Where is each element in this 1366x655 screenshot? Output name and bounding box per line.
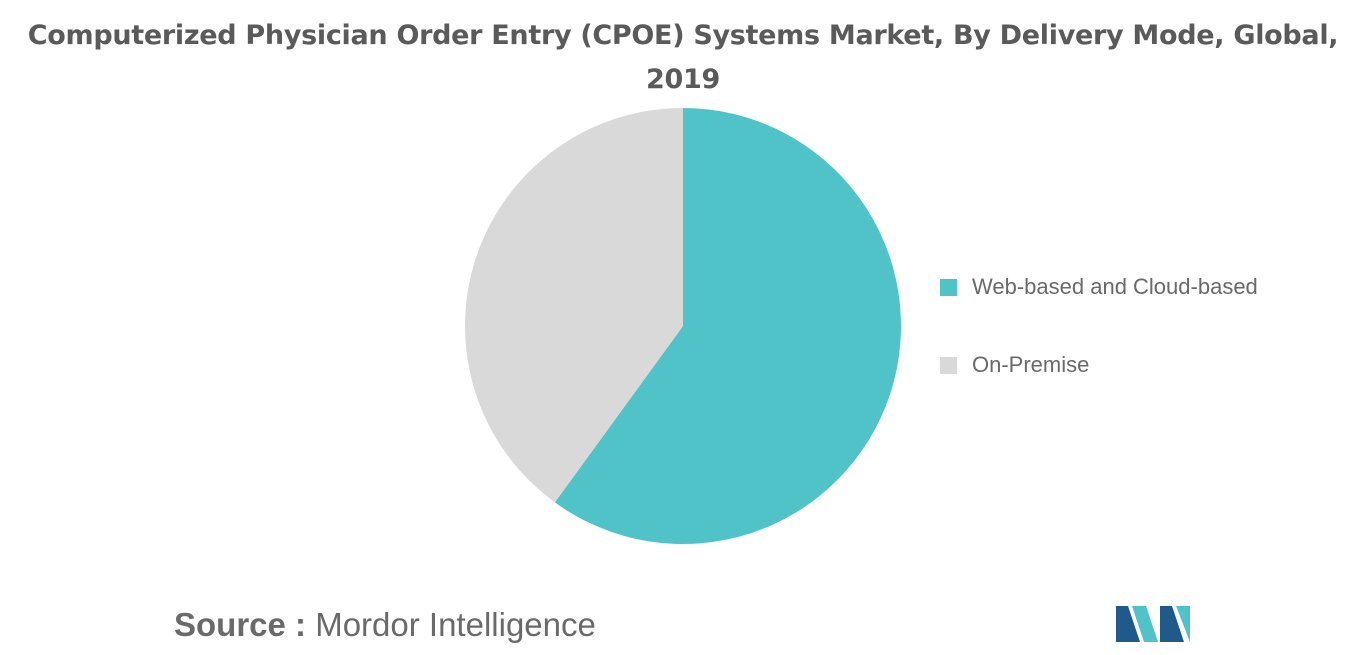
legend-swatch-web-based [940,278,957,296]
logo-shape-right-teal [1176,606,1190,642]
pie-slice-on-premise [465,108,683,503]
chart-title-line-2: 2019 [646,64,720,95]
chart-title: Computerized Physician Order Entry (CPOE… [0,14,1366,102]
legend-item-on-premise: On-Premise [940,350,1258,380]
legend-swatch-on-premise [940,356,957,374]
legend-item-web-based: Web-based and Cloud-based [940,272,1258,302]
source-label: Source : [174,606,307,643]
source-text: Mordor Intelligence [315,606,596,643]
logo-shape-left-dark [1116,606,1140,642]
chart-title-line-1: Computerized Physician Order Entry (CPOE… [27,20,1339,51]
pie-slice-web-based-and-cloud-based [554,108,902,545]
source-caption: Source : Mordor Intelligence [174,606,596,644]
legend: Web-based and Cloud-based On-Premise [940,272,1258,428]
logo-shape-right-dark [1160,606,1184,642]
logo-shape-mid-teal [1132,606,1158,642]
pie-slices [465,108,902,545]
legend-label-on-premise: On-Premise [972,352,1090,377]
legend-label-web-based: Web-based and Cloud-based [972,274,1258,299]
mordor-intelligence-logo [1116,606,1190,642]
